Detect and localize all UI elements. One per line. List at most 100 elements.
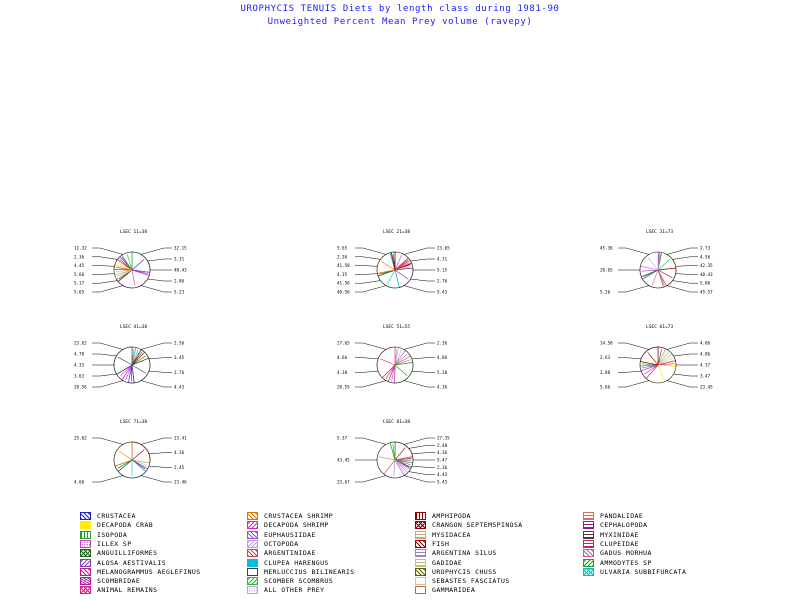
data-label: 20.56 [74,385,87,390]
leader-line [403,475,435,483]
legend-swatch [415,549,426,558]
pie-slice-hatch [379,456,396,461]
leader-line [675,273,698,275]
leader-line [618,285,650,293]
leader-line [355,370,379,373]
leader-line [666,247,698,255]
legend-swatch [80,530,91,539]
data-label: 2.76 [437,279,448,284]
data-label: 3.63 [74,374,85,379]
data-label: 4.45 [74,263,85,268]
leader-line [355,256,381,260]
legend-swatch [247,530,258,539]
pie-slice-hatch [391,364,396,381]
data-label: 4.36 [174,450,185,455]
leader-line [411,357,435,360]
legend-swatch [415,521,426,530]
legend-label: CRUSTACEA SHRIMP [264,512,334,520]
pie-slice-hatch [394,353,408,366]
data-label: 2.36 [437,465,448,470]
legend-label: DECAPODA CRAB [97,521,154,530]
legend-swatch [80,558,91,567]
data-label: 5.43 [437,480,448,485]
pie-slice-hatch [118,450,133,461]
pie-slice-hatch [641,269,659,272]
data-label: 4.86 [437,355,448,360]
legend-swatch [583,567,594,576]
leader-line [410,258,435,262]
legend-swatch [415,586,426,595]
legend-label: OCTOPODA [264,539,299,548]
data-label: 3.45 [174,355,185,360]
data-label: 2.45 [174,465,185,470]
leader-line [666,380,698,388]
leader-line [411,465,435,468]
pie-slice-hatch [393,253,396,271]
data-label: 4.36 [437,385,448,390]
data-label: 43.45 [337,458,350,463]
data-label: 5.66 [74,272,85,277]
legend-label: CLUPEA HARENGUS [264,558,329,567]
leader-line [92,437,124,445]
pie-slice-hatch [131,349,139,366]
pie-slice-hatch [657,269,673,278]
legend-swatch [415,567,426,576]
pie-slice-hatch [117,262,133,271]
data-label: 5.66 [600,385,611,390]
leader-line [140,342,172,350]
pie-slice-hatch [657,258,671,271]
data-label: 2.88 [600,370,611,375]
leader-line [92,373,117,377]
pie-slice-hatch [117,356,133,366]
data-label: 41.56 [337,281,350,286]
pie-slice-hatch [115,269,133,273]
legend-swatch [80,549,91,558]
pie-slice-hatch [131,364,147,374]
leader-line [148,452,172,455]
leader-line [618,370,642,373]
leader-line [411,370,435,373]
data-label: 5.86 [700,281,711,286]
leader-line [92,265,115,267]
pie-slice-hatch [394,459,411,465]
leader-line [403,247,435,255]
pie-slice-hatch [394,255,402,271]
pie-label: LSEC 31=73 [646,229,673,235]
legend-swatch [415,577,426,586]
pie-slice-hatch [394,459,406,473]
data-label: 32.15 [174,246,187,251]
legend-swatch [247,586,258,595]
legend-label: MYXINIDAE [600,530,639,539]
pie-slice-hatch [381,261,396,271]
pie-slice-hatch [117,459,133,469]
leader-line [147,258,172,262]
leader-line [355,380,387,388]
legend-swatch [247,539,258,548]
data-label: 4.56 [700,254,711,259]
pie-slice-hatch [385,364,396,379]
legend-label: SCOMBRIDAE [97,577,141,586]
leader-line [355,342,387,350]
leader-line [403,285,435,293]
legend-label: MERLUCCIUS BILINEARIS [264,567,355,576]
leader-line [408,445,435,449]
pie-slice-hatch [657,364,665,381]
data-label: 2.56 [174,341,185,346]
data-label: 25.62 [74,436,87,441]
data-label: 23.65 [437,246,450,251]
data-label: 23.45 [700,385,713,390]
pie-5: LSEC 51=55 2.36 4.86 5.20 4.36 27.65 4.66 4.38 2… [337,324,448,390]
legend-swatch [80,577,91,586]
legend-label: AMMODYTES SP [600,558,652,567]
data-label: 5.37 [337,436,348,441]
leader-line [675,265,698,267]
legend-swatch [247,577,258,586]
leader-line [355,475,387,483]
data-label: 2.36 [437,341,448,346]
legend-label: GADIDAE [432,558,463,567]
pie-slice-hatch [115,266,133,271]
leader-line [408,471,435,475]
leader-line [666,285,698,293]
data-label: 5.17 [74,281,85,286]
pie-outline [376,346,414,384]
